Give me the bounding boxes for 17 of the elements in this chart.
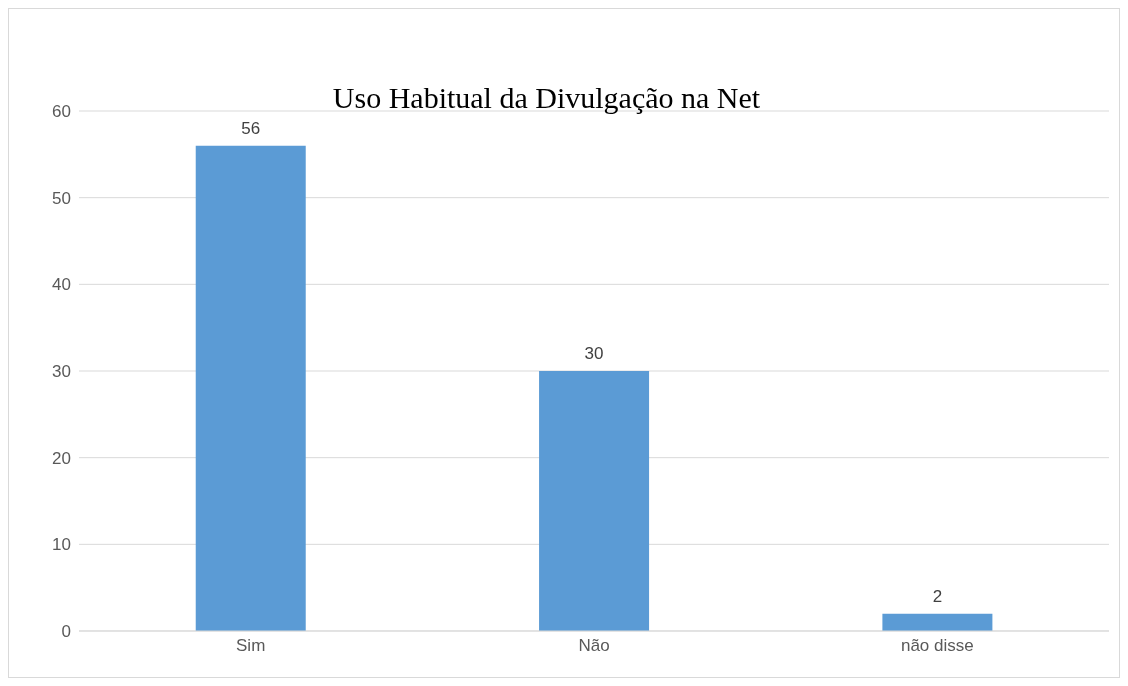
data-label: 30 [584,344,604,363]
y-tick-label: 30 [52,362,71,382]
y-tick-label: 20 [52,448,71,468]
data-label: 2 [932,586,943,606]
x-tick-label: não disse [900,636,974,656]
bar [882,613,993,631]
bar [195,145,306,631]
y-tick-label: 0 [61,622,71,642]
x-tick-label: Não [578,636,610,656]
y-tick-label: 10 [52,535,71,555]
bar [539,371,650,631]
data-label: 56 [241,118,261,138]
x-tick-label: Sim [236,636,266,656]
y-tick-label: 50 [52,188,71,208]
y-tick-label: 60 [52,102,71,122]
chart-title: Uso Habitual da Divulgação na Net [332,81,761,114]
y-tick-label: 40 [52,275,71,295]
